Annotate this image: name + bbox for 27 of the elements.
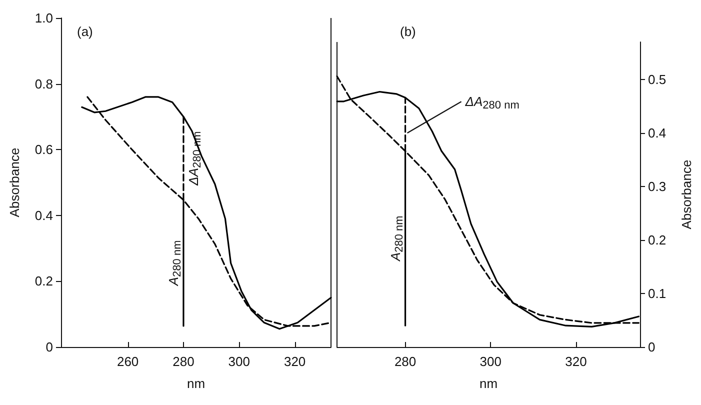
x-tick-label: 320 xyxy=(284,354,306,369)
y-tick-label: 0.4 xyxy=(34,208,53,223)
y-tick-label: 0.2 xyxy=(648,232,666,248)
text: (a) xyxy=(77,24,93,39)
annotation: A280 nm xyxy=(166,240,184,287)
chart-title: (b) xyxy=(400,24,416,39)
x-axis-title: nm xyxy=(479,376,498,391)
y-tick-label: 1.0 xyxy=(34,10,53,26)
y-axis-title: Absorbance xyxy=(7,148,22,218)
y-axis-title: Absorbance xyxy=(679,160,694,230)
x-tick-label: 280 xyxy=(172,354,194,369)
x-tick-label: 320 xyxy=(565,354,587,369)
x-tick-label: 300 xyxy=(228,354,250,369)
y-tick-label: 0.8 xyxy=(34,76,53,92)
y-tick-label: 0.2 xyxy=(34,274,53,289)
y-tick-label: 0.5 xyxy=(648,72,666,87)
y-tick-label: 0.1 xyxy=(648,286,666,301)
annotation: A280 nm xyxy=(388,216,406,262)
y-tick-label: 0.6 xyxy=(34,142,53,158)
x-tick-label: 260 xyxy=(116,354,139,369)
x-tick-label: 300 xyxy=(480,354,502,369)
y-tick-label: 0.3 xyxy=(648,178,666,194)
x-tick-label: 280 xyxy=(394,354,416,369)
y-tick-label: 0 xyxy=(46,340,53,354)
y-tick-label: 0 xyxy=(648,340,656,354)
x-axis-title: nm xyxy=(186,376,206,391)
y-tick-label: 0.4 xyxy=(648,125,666,140)
